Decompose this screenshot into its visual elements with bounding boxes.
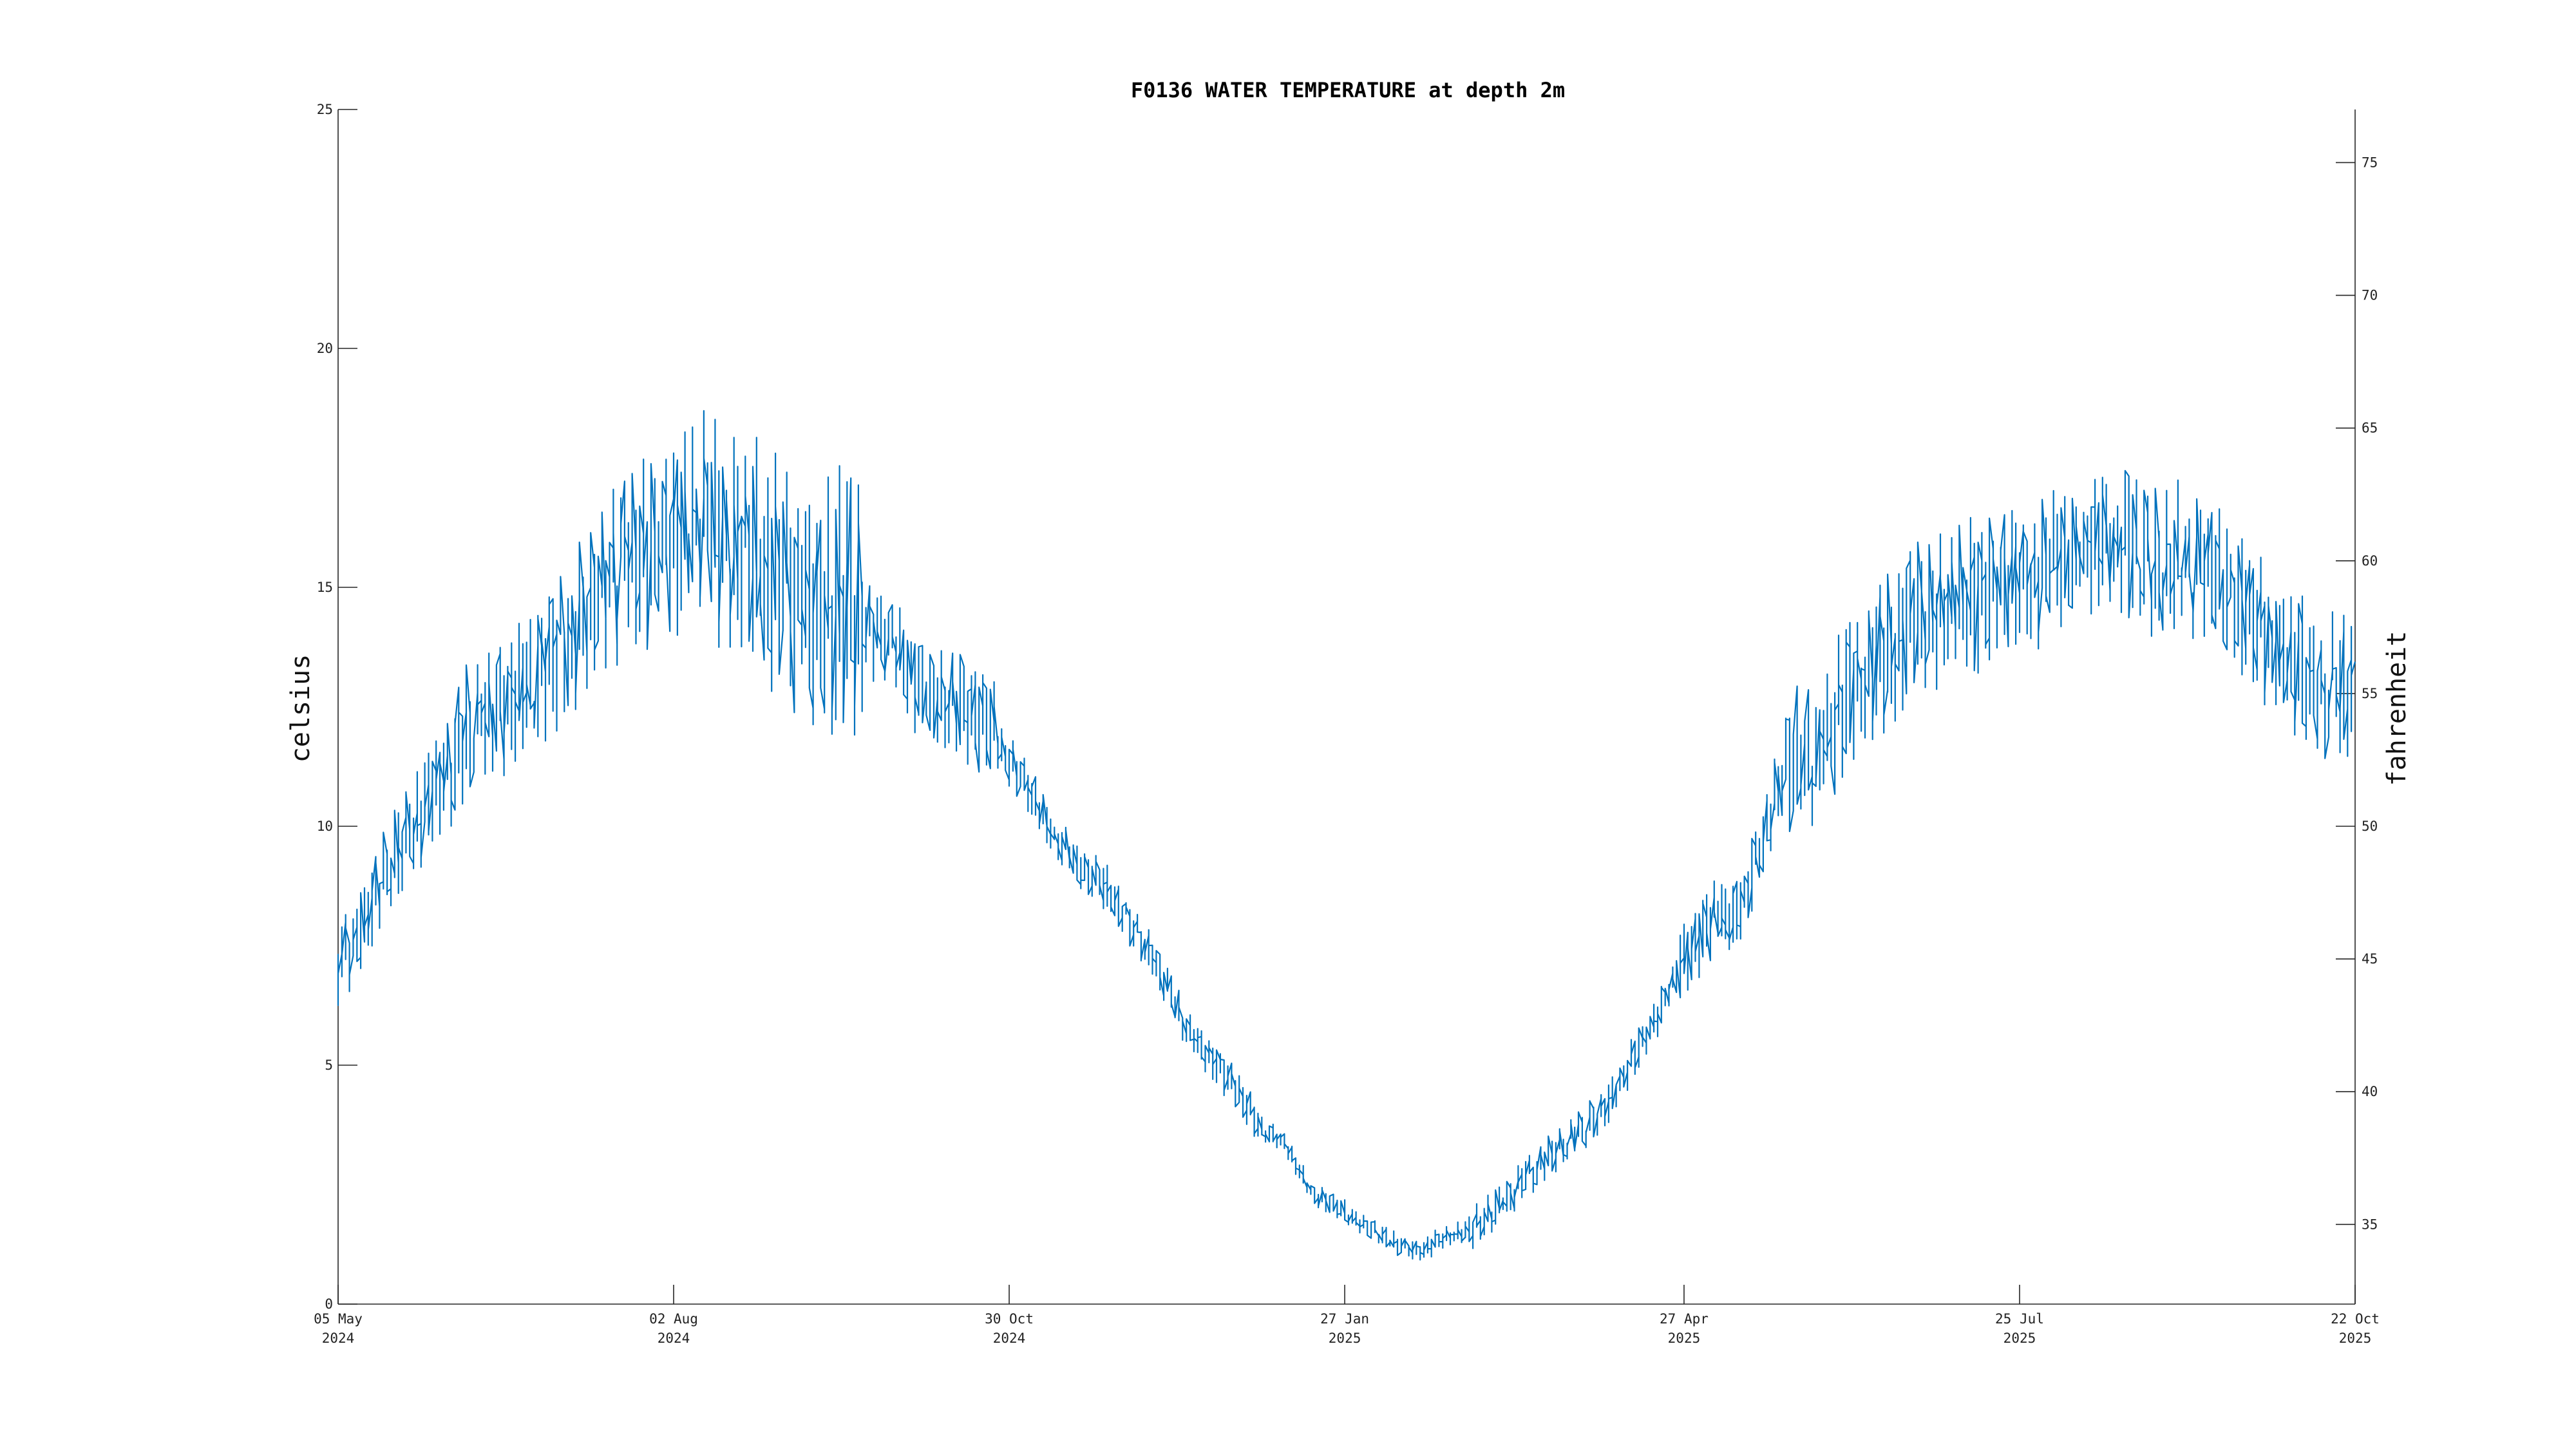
axes [337,109,2356,1305]
x-tick-year-label: 2025 [1668,1331,1701,1346]
y-tick-label: 25 [317,102,333,117]
chart-title: F0136 WATER TEMPERATURE at depth 2m [1131,78,1565,102]
y2-tick-label: 35 [2362,1217,2378,1232]
y-tick-label: 10 [317,819,333,834]
y2-tick-label: 45 [2362,951,2378,967]
y-tick-label: 5 [325,1057,333,1073]
x-tick-year-label: 2025 [1329,1331,1361,1346]
y-tick-label: 0 [325,1296,333,1312]
plot-area [337,410,2356,1261]
x-tick-label: 02 Aug [649,1311,698,1327]
y2-tick-label: 70 [2362,288,2378,303]
y2-tick-label: 65 [2362,421,2378,436]
y-tick-label: 20 [317,341,333,356]
y2-tick-label: 40 [2362,1084,2378,1099]
x-tick-year-label: 2024 [993,1331,1026,1346]
y2-tick-label: 55 [2362,686,2378,701]
y-axis-label: celsius [286,654,316,763]
y-tick-label: 15 [317,580,333,595]
x-tick-year-label: 2025 [2003,1331,2036,1346]
y2-axis-label: fahrenheit [2382,631,2412,786]
y2-tick-label: 60 [2362,553,2378,569]
x-tick-label: 05 May [314,1311,363,1327]
x-tick-year-label: 2024 [322,1331,355,1346]
x-tick-label: 27 Apr [1660,1311,1709,1327]
x-tick-label: 22 Oct [2331,1311,2380,1327]
x-tick-label: 25 Jul [1995,1311,2044,1327]
temperature-series-line [337,410,2356,1261]
x-tick-label: 27 Jan [1320,1311,1369,1327]
y2-tick-label: 75 [2362,155,2378,170]
x-tick-year-label: 2025 [2339,1331,2372,1346]
x-tick-label: 30 Oct [985,1311,1034,1327]
x-tick-year-label: 2024 [658,1331,690,1346]
y2-tick-label: 50 [2362,819,2378,834]
